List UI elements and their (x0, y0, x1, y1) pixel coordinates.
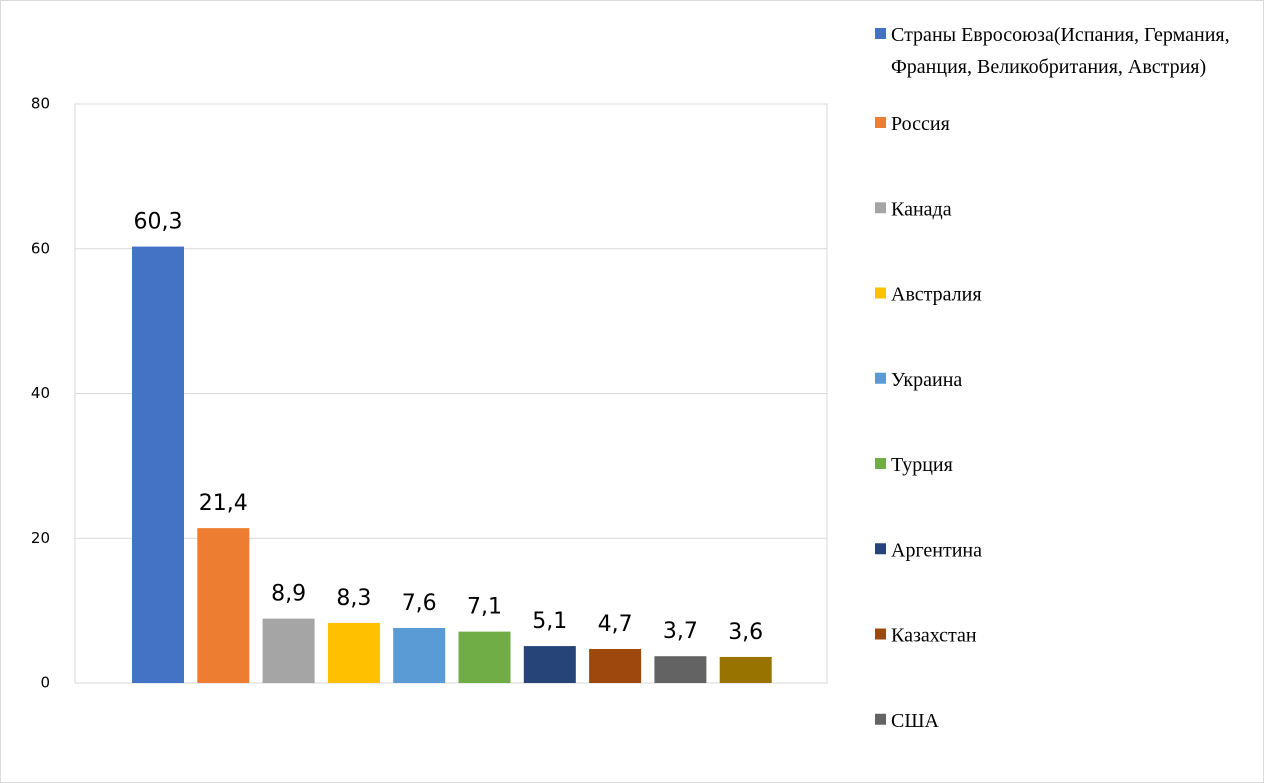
data-label: 7,6 (402, 591, 437, 616)
legend-label: Канада (891, 198, 952, 220)
data-label: 5,1 (532, 609, 567, 634)
legend-label-line: Франция, Великобритания, Австрия) (891, 56, 1206, 78)
legend-swatch (875, 202, 886, 214)
y-tick-label: 80 (31, 95, 50, 113)
data-label: 7,1 (467, 595, 502, 620)
data-label: 3,7 (663, 619, 698, 644)
bar (719, 656, 772, 683)
y-tick-label: 40 (31, 384, 50, 402)
legend-label-line: Страны Евросоюза(Испания, Германия, (891, 24, 1235, 46)
legend-swatch (875, 28, 886, 39)
bar (393, 627, 446, 683)
data-label: 21,4 (199, 491, 248, 516)
data-label: 3,6 (728, 620, 763, 645)
legend-swatch (875, 458, 886, 469)
data-label: 4,7 (598, 612, 633, 637)
y-tick-label: 0 (40, 674, 50, 692)
legend-swatch (875, 372, 886, 384)
legend-label: Турция (891, 454, 953, 476)
legend-label: Аргентина (891, 539, 982, 561)
bar (132, 246, 184, 684)
legend-swatch (875, 287, 886, 299)
legend-swatch (875, 628, 886, 640)
bar (458, 631, 511, 683)
legend-label: Украина (891, 369, 962, 391)
legend-swatch (875, 713, 886, 725)
legend-label: Россия (891, 113, 950, 135)
data-label: 60,3 (134, 210, 183, 235)
y-tick-label: 20 (31, 529, 50, 547)
bar (327, 622, 380, 683)
legend-swatch (875, 117, 886, 128)
bar (589, 648, 642, 683)
data-label: 8,3 (336, 586, 371, 611)
legend-swatch (875, 543, 886, 555)
data-label: 8,9 (271, 582, 306, 607)
bar (262, 618, 315, 683)
legend-label: Страны Евросоюза(Испания, Германия, Фран… (891, 24, 1235, 78)
legend-label: США (891, 710, 940, 732)
bar (654, 656, 707, 683)
bar (197, 528, 250, 683)
legend-label: Казахстан (891, 625, 977, 647)
y-tick-label: 60 (31, 239, 50, 257)
legend-label: Австралия (891, 284, 982, 306)
bar (523, 646, 576, 683)
